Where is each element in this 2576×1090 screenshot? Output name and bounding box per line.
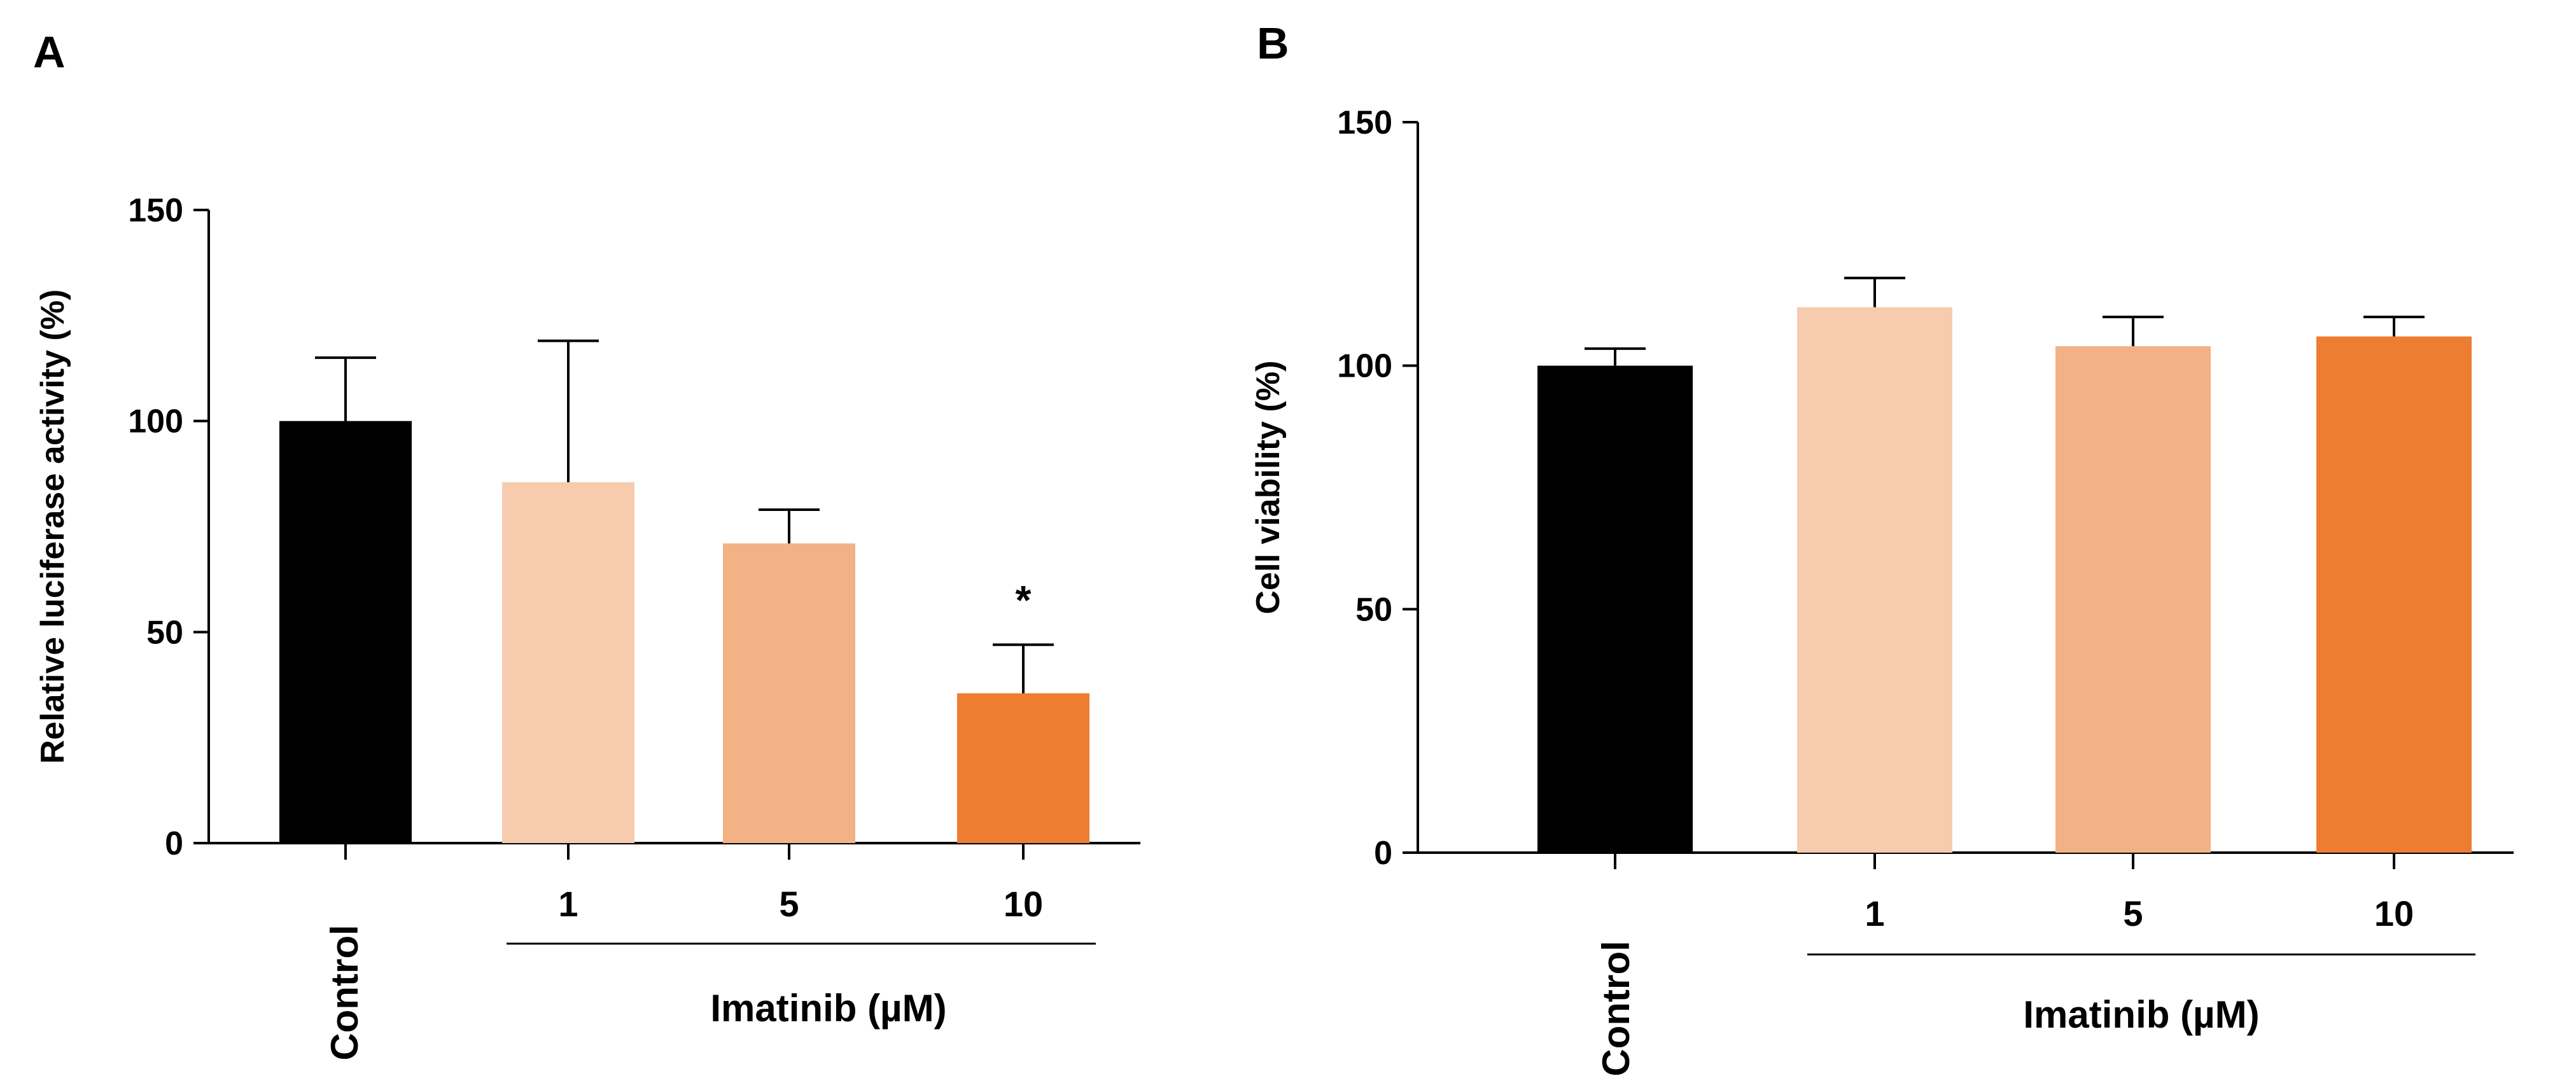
bar-10 — [2316, 336, 2472, 853]
bar-10 — [957, 693, 1089, 843]
x-tick-label: 5 — [779, 884, 799, 924]
y-tick-label: 50 — [146, 614, 183, 651]
y-tick-label: 150 — [128, 192, 183, 229]
y-tick-label: 0 — [165, 825, 183, 862]
significance-marker: * — [1016, 577, 1032, 623]
panel-label: B — [1257, 18, 1289, 68]
bar-control — [1537, 365, 1693, 853]
group-label: Imatinib (µM) — [2023, 993, 2259, 1036]
bar-1 — [502, 482, 634, 843]
x-tick-label: Control — [1595, 940, 1637, 1076]
y-tick-label: 50 — [1355, 591, 1392, 628]
x-tick-label: Control — [323, 925, 366, 1060]
panel-a-chart: A 0 50 100 150 Relative luciferase activity (… — [33, 27, 1140, 1061]
bar-1 — [1797, 307, 1952, 853]
group-label: Imatinib (µM) — [710, 987, 946, 1030]
x-tick-label: 1 — [1865, 893, 1884, 933]
panel-label: A — [33, 27, 66, 77]
x-tick-label: 5 — [2123, 893, 2143, 933]
bar-control — [279, 421, 412, 843]
x-tick-label: 10 — [2374, 893, 2414, 933]
panel-b-chart: B 0 50 100 150 Cell viability (%) Control 1 5 10 I… — [1250, 18, 2514, 1077]
y-tick-label: 100 — [1337, 348, 1392, 385]
y-tick-label: 100 — [128, 403, 183, 440]
y-axis-title: Cell viability (%) — [1250, 361, 1287, 615]
x-tick-label: 10 — [1004, 884, 1043, 924]
bar-5 — [723, 543, 855, 843]
y-tick-label: 0 — [1374, 835, 1392, 872]
y-axis-title: Relative luciferase activity (%) — [34, 290, 71, 764]
y-tick-label: 150 — [1337, 104, 1392, 141]
bar-5 — [2055, 346, 2211, 853]
x-tick-label: 1 — [558, 884, 578, 924]
